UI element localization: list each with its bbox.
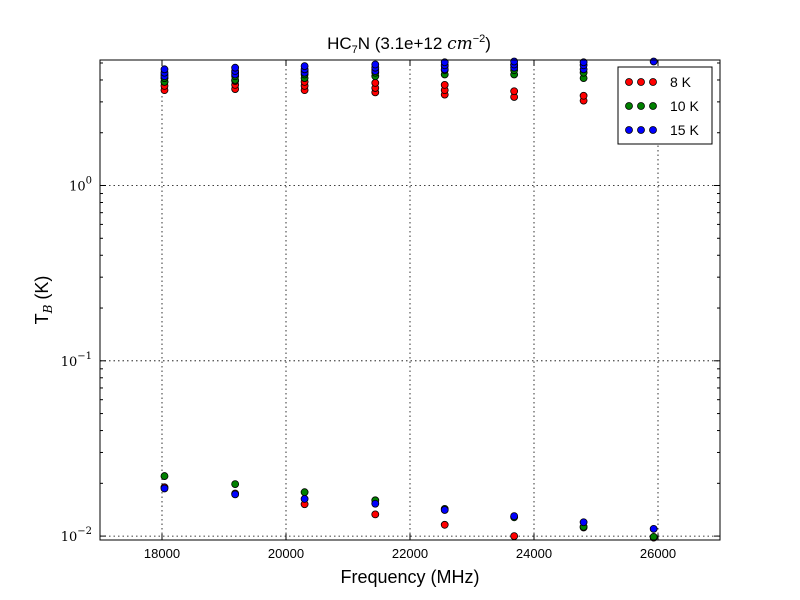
legend-label: 10 K bbox=[670, 98, 699, 114]
legend-marker bbox=[637, 126, 645, 134]
legend-marker bbox=[625, 102, 633, 110]
data-point bbox=[649, 524, 658, 533]
data-point bbox=[510, 57, 519, 66]
legend-marker bbox=[649, 126, 657, 134]
legend-marker bbox=[649, 78, 657, 86]
data-point bbox=[649, 532, 658, 541]
data-point bbox=[231, 480, 240, 488]
data-point bbox=[440, 506, 449, 514]
data-point bbox=[231, 63, 240, 72]
data-point bbox=[160, 472, 169, 480]
legend-marker bbox=[625, 126, 633, 134]
x-tick-label: 24000 bbox=[516, 546, 552, 561]
x-axis-label: Frequency (MHz) bbox=[340, 567, 479, 587]
plot-frame bbox=[99, 59, 721, 541]
data-point bbox=[649, 57, 658, 66]
data-point bbox=[579, 518, 588, 527]
data-point bbox=[510, 87, 519, 96]
data-point bbox=[300, 62, 309, 70]
data-point bbox=[440, 80, 449, 89]
legend-marker bbox=[649, 102, 657, 110]
data-point bbox=[231, 490, 240, 499]
legend-entry: 10 K bbox=[625, 98, 699, 114]
legend-label: 8 K bbox=[670, 74, 692, 90]
series-0 bbox=[160, 74, 658, 542]
data-point bbox=[371, 60, 380, 69]
data-point bbox=[371, 78, 380, 87]
legend: 8 K 10 K 15 K bbox=[617, 66, 713, 145]
chart-title: HC7N (3.1e+12 cm−2) bbox=[327, 33, 491, 56]
data-points bbox=[160, 57, 658, 542]
data-point bbox=[371, 510, 380, 519]
axis-ticks: 18000 20000 22000 24000 26000 10−2 10−1 100 bbox=[61, 60, 720, 561]
series-2 bbox=[160, 57, 658, 533]
grid-lines bbox=[100, 60, 720, 540]
data-point bbox=[160, 65, 169, 74]
legend-marker bbox=[637, 102, 645, 110]
data-point bbox=[510, 532, 519, 540]
y-axis-label: TB (K) bbox=[32, 276, 55, 325]
data-point bbox=[300, 495, 309, 503]
y-tick-label: 10−2 bbox=[61, 526, 92, 545]
x-tick-label: 20000 bbox=[268, 546, 304, 561]
legend-label: 15 K bbox=[670, 122, 699, 138]
data-point bbox=[440, 520, 449, 529]
y-tick-label: 100 bbox=[69, 176, 92, 195]
series-1 bbox=[160, 61, 658, 541]
legend-marker bbox=[625, 78, 633, 86]
x-tick-label: 18000 bbox=[144, 546, 180, 561]
data-point bbox=[371, 499, 380, 508]
y-tick-label: 10−1 bbox=[61, 351, 92, 370]
legend-box bbox=[617, 66, 713, 145]
x-tick-label: 22000 bbox=[392, 546, 428, 561]
legend-entry: 15 K bbox=[625, 122, 699, 138]
data-point bbox=[300, 488, 309, 497]
data-point bbox=[579, 91, 588, 100]
x-tick-label: 26000 bbox=[640, 546, 676, 561]
legend-marker bbox=[637, 78, 645, 86]
data-point bbox=[510, 512, 519, 521]
data-point bbox=[160, 484, 169, 493]
legend-entry: 8 K bbox=[625, 74, 692, 90]
